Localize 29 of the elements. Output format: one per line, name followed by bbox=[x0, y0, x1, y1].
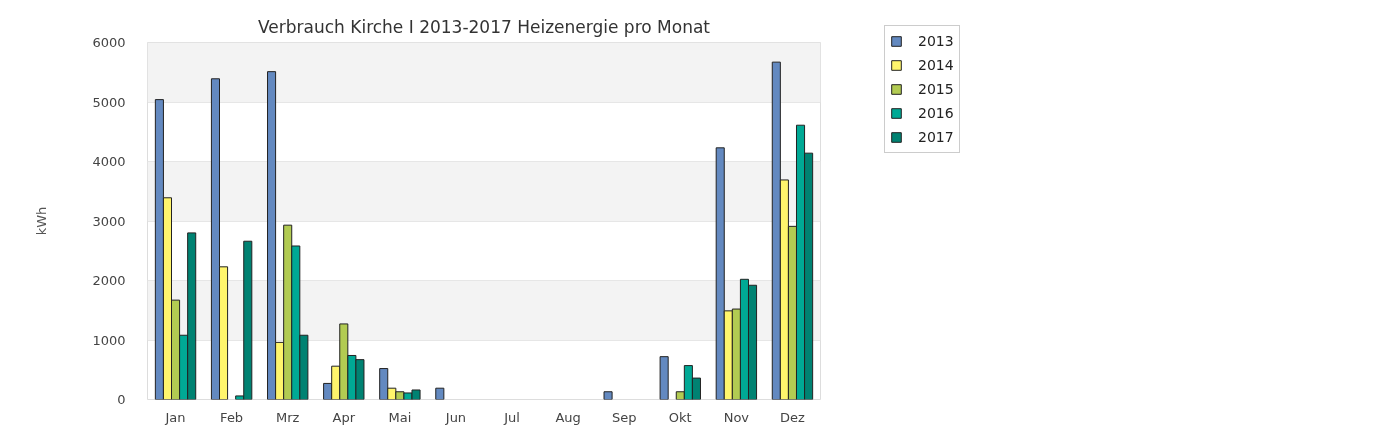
y-axis-title: kWh bbox=[34, 206, 50, 236]
bar bbox=[435, 387, 445, 400]
legend-label: 2017 bbox=[918, 128, 954, 147]
legend-label: 2016 bbox=[918, 104, 954, 123]
x-tick-label: Sep bbox=[611, 409, 637, 425]
x-tick-label: Nov bbox=[723, 409, 750, 425]
y-tick-label: 5000 bbox=[92, 94, 126, 110]
legend-label: 2014 bbox=[918, 56, 954, 75]
x-tick-label: Dez bbox=[780, 409, 806, 425]
x-tick-label: Apr bbox=[332, 409, 356, 425]
legend-label: 2015 bbox=[918, 80, 954, 99]
y-tick-label: 3000 bbox=[92, 213, 126, 229]
x-tick-label: Jun bbox=[444, 409, 467, 425]
x-tick-label: Mai bbox=[388, 409, 412, 425]
bar bbox=[659, 356, 669, 400]
legend-label: 2013 bbox=[918, 32, 954, 51]
chart-title: Verbrauch Kirche I 2013-2017 Heizenergie pro Monat bbox=[258, 16, 711, 37]
bar bbox=[603, 391, 613, 400]
x-tick-label: Feb bbox=[220, 409, 244, 425]
y-tick-label: 1000 bbox=[92, 332, 126, 348]
x-tick-label: Okt bbox=[668, 409, 692, 425]
y-tick-label: 6000 bbox=[92, 35, 126, 50]
x-tick-label: Mrz bbox=[276, 409, 300, 425]
y-tick-label: 2000 bbox=[92, 273, 126, 288]
x-tick-label: Aug bbox=[555, 409, 581, 425]
y-tick-label: 0 bbox=[117, 392, 126, 407]
x-tick-label: Jul bbox=[503, 409, 520, 425]
y-tick-label: 4000 bbox=[92, 154, 126, 169]
x-tick-label: Jan bbox=[164, 409, 186, 425]
